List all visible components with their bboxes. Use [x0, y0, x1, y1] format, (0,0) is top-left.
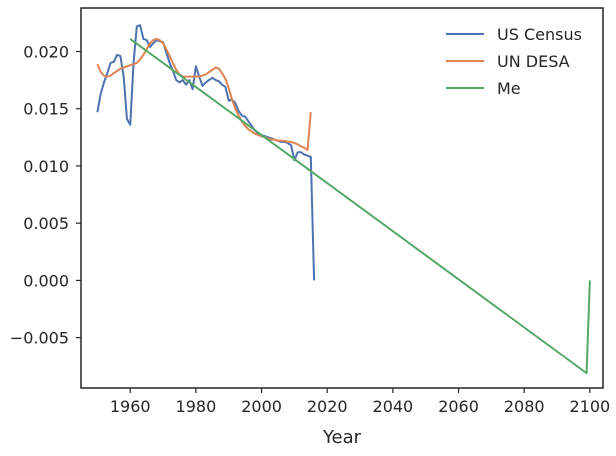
series-line-us-census [96, 24, 316, 281]
series-line-un-desa [96, 37, 312, 151]
y-tick-label: 0.020 [23, 42, 69, 61]
legend-label: Me [497, 79, 521, 98]
x-tick-label: 1960 [110, 397, 151, 416]
y-tick-label: 0.000 [23, 271, 69, 290]
y-axis: −0.005 0.000 0.005 0.010 0.015 0.020 [10, 42, 81, 348]
y-tick-label: 0.005 [23, 214, 69, 233]
x-tick-label: 2060 [438, 397, 479, 416]
x-tick-label: 2080 [504, 397, 545, 416]
x-tick-label: 1980 [176, 397, 217, 416]
y-tick-label: −0.005 [10, 329, 69, 348]
x-tick-label: 2100 [570, 397, 611, 416]
y-tick-label: 0.015 [23, 100, 69, 119]
plot-frame [80, 7, 604, 389]
x-axis-title: Year [322, 427, 362, 448]
series-line-me [129, 38, 591, 375]
legend-label: US Census [497, 25, 582, 44]
plot-lines [96, 24, 591, 375]
x-tick-label: 2040 [373, 397, 414, 416]
legend: US Census UN DESA Me [446, 25, 582, 98]
x-axis: 1960 1980 2000 2020 2040 2060 2080 2100 [110, 388, 610, 416]
x-tick-label: 2000 [241, 397, 282, 416]
x-tick-label: 2020 [307, 397, 348, 416]
y-tick-label: 0.010 [23, 157, 69, 176]
legend-label: UN DESA [497, 52, 570, 71]
